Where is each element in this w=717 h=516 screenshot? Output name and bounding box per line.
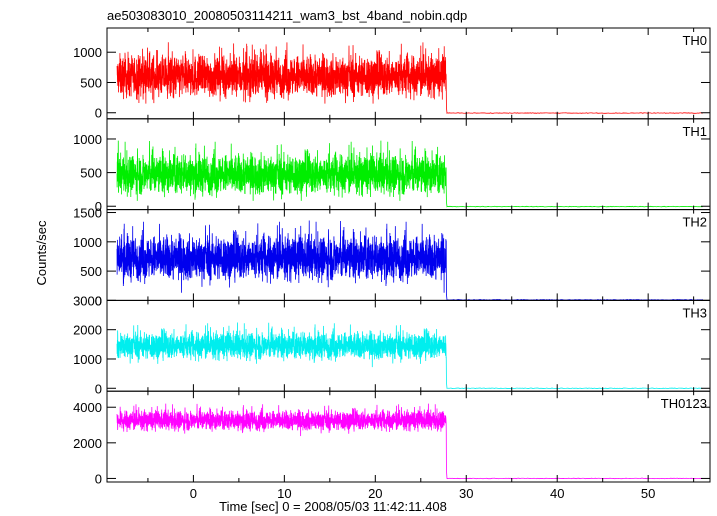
y-tick-label: 0 — [95, 471, 102, 486]
y-tick-label: 2000 — [73, 436, 102, 451]
y-tick-label: 3000 — [73, 293, 102, 308]
x-tick-label: 20 — [368, 486, 382, 501]
y-tick-label: 0 — [95, 293, 102, 308]
x-tick-label: 0 — [190, 486, 197, 501]
chart-title: ae503083010_20080503114211_wam3_bst_4ban… — [107, 8, 467, 23]
y-tick-label: 500 — [80, 75, 102, 90]
panel-label: TH2 — [682, 215, 707, 230]
series-line-th1 — [116, 140, 703, 208]
y-tick-label: 500 — [80, 264, 102, 279]
series-line-th0123 — [116, 403, 703, 480]
series-line-th0 — [116, 42, 703, 115]
panel-label: TH3 — [682, 305, 707, 320]
y-tick-label: 1000 — [73, 45, 102, 60]
panel-frame — [106, 118, 711, 211]
panel-label: TH0 — [682, 33, 707, 48]
y-tick-label: 4000 — [73, 400, 102, 415]
panel-frame — [106, 390, 711, 483]
series-line-th2 — [116, 220, 703, 301]
y-tick-label: 0 — [95, 381, 102, 396]
y-tick-label: 1000 — [73, 132, 102, 147]
x-tick-label: 30 — [459, 486, 473, 501]
panel-th0: 0 500 1000 TH0 — [73, 27, 711, 121]
y-tick-label: 0 — [95, 199, 102, 214]
panel-th0123: 0 2000 4000 TH0123 — [73, 390, 711, 486]
y-axis-label: Counts/sec — [34, 220, 49, 286]
x-tick-label: 50 — [641, 486, 655, 501]
panel-label: TH0123 — [661, 396, 707, 411]
x-axis-label: Time [sec] 0 = 2008/05/03 11:42:11.408 — [219, 499, 447, 514]
y-tick-label: 0 — [95, 106, 102, 121]
panel-th1: 0 500 1000 TH1 — [73, 118, 711, 214]
x-tick-label: 40 — [550, 486, 564, 501]
y-tick-label: 1000 — [73, 352, 102, 367]
panel-label: TH1 — [682, 124, 707, 139]
y-tick-label: 2000 — [73, 323, 102, 338]
series-line-th3 — [116, 322, 703, 389]
y-tick-label: 500 — [80, 166, 102, 181]
y-tick-label: 1000 — [73, 235, 102, 250]
y-tick-label: 1500 — [73, 206, 102, 221]
panels-group: 05001000TH005001000TH1050010001500TH2010… — [73, 27, 711, 501]
panel-th2: 0 500 1000 1500 TH2 — [73, 206, 711, 308]
x-tick-label: 10 — [277, 486, 291, 501]
panel-th3: 0 1000 2000 3000 TH3 — [73, 293, 711, 396]
